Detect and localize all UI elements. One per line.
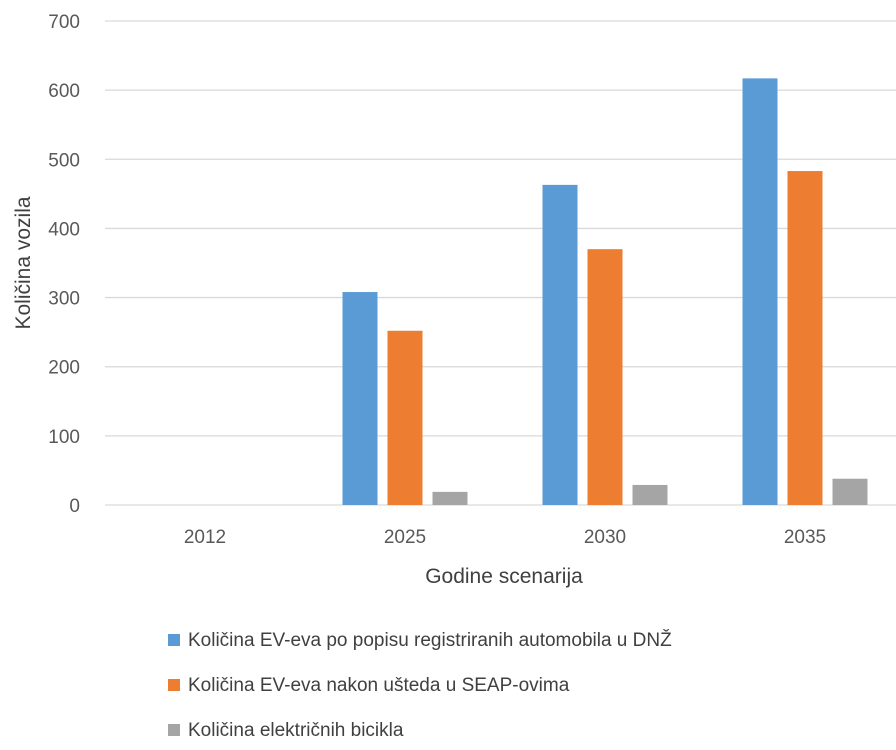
y-tick-label: 200: [48, 358, 80, 379]
bar: [387, 330, 423, 505]
bar: [342, 292, 378, 505]
x-tick-label: 2025: [384, 527, 426, 548]
y-tick-label: 100: [48, 427, 80, 448]
y-axis-ticks: 0 100 200 300 400 500 600 700: [48, 12, 80, 517]
legend-label: Količina EV-eva nakon ušteda u SEAP-ovim…: [188, 675, 570, 696]
legend-label: Količina EV-eva po popisu registriranih …: [188, 629, 672, 651]
x-tick-label: 2030: [584, 527, 626, 548]
x-axis-ticks: 2012 2025 2030 2035: [184, 527, 826, 548]
gridlines: [105, 20, 896, 506]
bar: [742, 78, 778, 505]
legend: Količina EV-eva po popisu registriranih …: [168, 629, 672, 741]
legend-swatch: [168, 634, 180, 646]
bar: [542, 184, 578, 505]
y-tick-label: 0: [69, 496, 80, 517]
bar: [787, 171, 823, 506]
y-tick-label: 600: [48, 81, 80, 102]
y-axis-title: Količina vozila: [12, 196, 35, 329]
legend-swatch: [168, 679, 180, 691]
x-axis-title: Godine scenarija: [425, 565, 583, 588]
x-tick-label: 2035: [784, 527, 826, 548]
bars: [342, 78, 868, 506]
bar: [432, 491, 468, 505]
legend-swatch: [168, 724, 180, 736]
y-tick-label: 700: [48, 12, 80, 33]
bar: [587, 249, 623, 505]
x-tick-label: 2012: [184, 527, 226, 548]
bar: [832, 478, 868, 505]
bar: [632, 484, 668, 505]
y-tick-label: 400: [48, 219, 80, 240]
y-tick-label: 500: [48, 150, 80, 171]
legend-label: Količina električnih bicikla: [188, 720, 404, 741]
y-tick-label: 300: [48, 289, 80, 310]
